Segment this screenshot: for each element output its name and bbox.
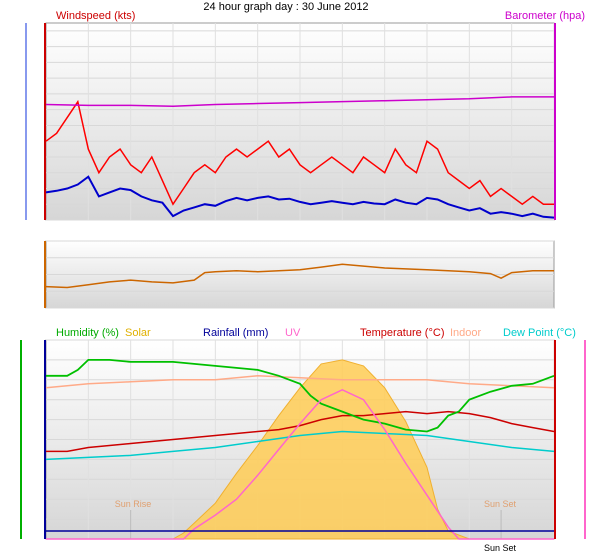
sunset-tick-label: Sun Set	[484, 543, 517, 553]
sunrise-label: Sun Rise	[115, 499, 152, 509]
windspeed-series-line	[45, 99, 554, 206]
rainfall-legend: Rainfall (mm)	[203, 327, 268, 339]
temperature-legend: Temperature (°C)	[360, 327, 444, 339]
average-wind-series-line	[45, 175, 555, 219]
uv-legend: UV	[285, 327, 301, 339]
dewpoint-series-line	[45, 430, 555, 461]
humidity-legend: Humidity (%)	[56, 327, 119, 339]
sunset-label: Sun Set	[484, 499, 517, 509]
solar-legend: Solar	[125, 327, 151, 339]
direction-series-line	[45, 263, 554, 289]
dewpoint-legend: Dew Point (°C)	[503, 327, 576, 339]
windspeed-label: Windspeed (kts)	[56, 10, 135, 22]
page-title: 24 hour graph day : 30 June 2012	[203, 1, 368, 13]
humidity-series-line	[46, 359, 555, 433]
indoor-legend: Indoor	[450, 327, 482, 339]
uv-series-line	[46, 388, 554, 540]
barometer-label: Barometer (hpa)	[505, 10, 585, 22]
indoor-series-line	[45, 375, 555, 389]
temperature-series-line	[46, 410, 555, 453]
barometer-series-line	[45, 96, 554, 108]
